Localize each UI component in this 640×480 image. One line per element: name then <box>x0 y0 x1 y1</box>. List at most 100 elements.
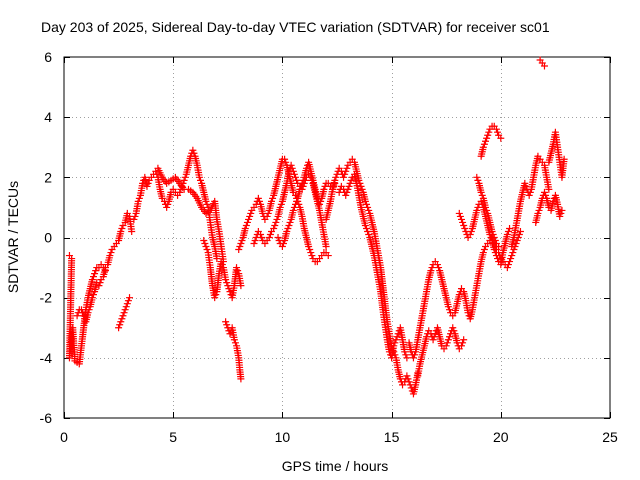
data-point <box>507 255 515 263</box>
data-point <box>405 378 413 386</box>
data-point <box>224 282 232 290</box>
data-point <box>189 146 197 154</box>
data-point <box>88 294 96 302</box>
data-point <box>276 203 284 211</box>
data-point <box>385 348 393 356</box>
data-point <box>534 209 542 217</box>
data-point <box>478 191 486 199</box>
data-point <box>296 185 304 193</box>
data-point <box>269 194 277 202</box>
data-point <box>237 282 245 290</box>
data-point <box>238 237 246 245</box>
data-point <box>557 209 565 217</box>
data-point <box>88 276 96 284</box>
data-point <box>490 234 498 241</box>
data-point <box>492 252 500 260</box>
data-point <box>466 230 474 238</box>
data-point <box>115 324 123 332</box>
data-point <box>134 197 142 205</box>
data-point <box>428 264 436 272</box>
data-point <box>317 197 325 205</box>
data-point <box>320 185 328 193</box>
data-point <box>549 197 557 205</box>
data-point <box>342 167 350 175</box>
x-tick-label: 10 <box>275 429 291 445</box>
data-point <box>506 224 514 232</box>
data-point <box>489 230 497 238</box>
data-point <box>341 170 349 178</box>
data-point <box>222 318 230 326</box>
data-point <box>540 188 548 196</box>
data-point <box>340 173 348 181</box>
y-tick-label: 0 <box>44 230 52 246</box>
data-point <box>131 212 139 220</box>
data-point <box>123 300 131 308</box>
data-point <box>480 246 488 254</box>
data-point <box>343 188 351 196</box>
data-point <box>135 194 143 202</box>
data-point <box>361 221 369 229</box>
data-point <box>443 339 451 347</box>
data-point <box>407 384 415 392</box>
data-point <box>203 200 211 208</box>
data-point <box>488 227 496 235</box>
data-point <box>494 255 502 263</box>
data-point <box>477 188 485 196</box>
data-point <box>506 258 514 266</box>
data-point <box>118 315 126 323</box>
data-point <box>474 176 482 184</box>
data-point <box>513 237 521 245</box>
x-tick-label: 20 <box>493 429 509 445</box>
data-point <box>176 188 184 196</box>
data-point <box>467 227 475 235</box>
data-point <box>445 306 453 314</box>
data-point <box>89 291 97 299</box>
data-point <box>535 206 543 214</box>
data-point <box>461 224 469 232</box>
data-point <box>299 176 307 184</box>
data-point <box>190 149 198 157</box>
data-point <box>181 173 189 181</box>
data-point <box>545 185 553 193</box>
y-tick-label: 2 <box>44 169 52 185</box>
data-point <box>223 279 231 287</box>
data-point <box>130 215 138 223</box>
data-point <box>237 375 245 383</box>
data-point <box>96 279 104 287</box>
data-point <box>433 261 441 269</box>
data-point <box>444 303 452 311</box>
data-point <box>281 155 289 163</box>
data-point <box>429 336 437 344</box>
data-point <box>243 218 251 226</box>
data-point <box>267 197 275 205</box>
data-point <box>251 237 259 245</box>
data-point <box>515 230 523 238</box>
data-point <box>497 134 505 142</box>
y-tick-label: -4 <box>40 350 53 366</box>
data-point <box>492 125 500 133</box>
data-point <box>464 309 472 317</box>
data-point <box>116 321 124 329</box>
data-point <box>263 212 271 220</box>
data-point <box>85 306 93 314</box>
data-point <box>128 227 136 235</box>
data-point <box>231 339 239 347</box>
data-point <box>217 258 225 266</box>
data-point <box>491 237 499 245</box>
data-point <box>479 143 487 151</box>
x-tick-label: 0 <box>60 429 68 445</box>
data-point <box>365 206 373 214</box>
data-point <box>390 342 398 350</box>
data-point <box>73 312 81 320</box>
data-point <box>394 330 402 338</box>
data-point <box>435 264 443 272</box>
data-point <box>411 351 419 359</box>
data-point <box>89 273 97 281</box>
data-point <box>457 215 465 223</box>
data-point <box>203 246 211 254</box>
data-point <box>225 285 233 293</box>
data-point <box>455 209 463 217</box>
data-point <box>403 372 411 380</box>
